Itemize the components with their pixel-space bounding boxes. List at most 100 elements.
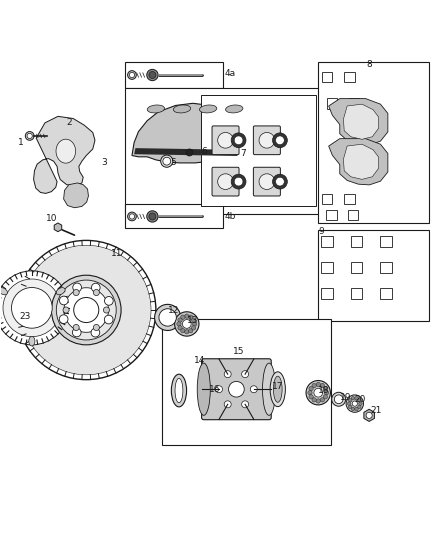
Bar <box>351 288 362 299</box>
Circle shape <box>352 401 357 406</box>
Circle shape <box>178 326 182 330</box>
FancyBboxPatch shape <box>253 126 280 155</box>
Circle shape <box>218 174 233 189</box>
Circle shape <box>149 213 156 220</box>
Circle shape <box>334 395 343 403</box>
Circle shape <box>104 315 113 324</box>
Circle shape <box>64 288 109 332</box>
Circle shape <box>177 322 181 326</box>
Polygon shape <box>364 409 374 422</box>
Ellipse shape <box>226 105 243 113</box>
Circle shape <box>21 245 151 375</box>
Bar <box>344 194 355 204</box>
PathPatch shape <box>34 116 95 193</box>
PathPatch shape <box>343 144 378 179</box>
Circle shape <box>259 133 275 148</box>
Text: 12: 12 <box>168 306 179 316</box>
Circle shape <box>308 391 312 395</box>
Circle shape <box>316 382 321 386</box>
Ellipse shape <box>270 372 286 407</box>
Circle shape <box>147 211 158 222</box>
Circle shape <box>129 72 134 78</box>
Bar <box>326 210 336 220</box>
Ellipse shape <box>273 376 282 402</box>
Ellipse shape <box>197 363 210 415</box>
FancyBboxPatch shape <box>212 167 239 196</box>
Circle shape <box>272 133 287 148</box>
Circle shape <box>0 271 69 345</box>
Text: 18: 18 <box>318 386 329 395</box>
Circle shape <box>185 329 189 334</box>
Text: 16: 16 <box>209 385 220 394</box>
Circle shape <box>159 309 177 326</box>
Circle shape <box>163 157 171 165</box>
Bar <box>201 95 316 206</box>
Text: 6: 6 <box>201 147 207 156</box>
PathPatch shape <box>64 183 88 208</box>
Text: 8: 8 <box>366 60 372 69</box>
Circle shape <box>242 401 249 408</box>
Circle shape <box>93 325 99 330</box>
Text: 1: 1 <box>18 138 24 147</box>
Circle shape <box>242 370 249 378</box>
Circle shape <box>59 315 68 324</box>
Circle shape <box>332 392 346 406</box>
Circle shape <box>73 289 79 296</box>
Circle shape <box>129 214 134 219</box>
Bar <box>125 88 319 214</box>
Text: 21: 21 <box>370 406 381 415</box>
Bar <box>351 262 362 273</box>
Text: 9: 9 <box>318 227 324 236</box>
Bar <box>381 236 392 247</box>
Circle shape <box>51 275 121 345</box>
Circle shape <box>359 402 362 405</box>
Bar <box>327 98 337 109</box>
Circle shape <box>175 312 199 336</box>
Ellipse shape <box>147 105 165 113</box>
Circle shape <box>92 283 100 292</box>
Bar <box>348 210 358 220</box>
Circle shape <box>320 383 325 387</box>
Circle shape <box>161 155 173 167</box>
Ellipse shape <box>175 378 183 403</box>
Bar <box>322 72 332 83</box>
Circle shape <box>93 289 99 296</box>
Circle shape <box>306 381 330 405</box>
Circle shape <box>103 307 110 313</box>
PathPatch shape <box>328 99 388 145</box>
Circle shape <box>149 71 156 78</box>
Ellipse shape <box>262 363 276 415</box>
Circle shape <box>357 399 361 402</box>
Circle shape <box>186 149 193 156</box>
Circle shape <box>314 389 322 397</box>
Bar <box>351 236 362 247</box>
Circle shape <box>224 401 231 408</box>
Circle shape <box>323 386 328 391</box>
Circle shape <box>276 177 284 186</box>
Circle shape <box>231 174 246 189</box>
Text: 5: 5 <box>170 158 176 166</box>
Circle shape <box>105 296 113 305</box>
Text: 4b: 4b <box>224 212 236 221</box>
Bar <box>349 98 359 109</box>
Circle shape <box>347 402 351 405</box>
Circle shape <box>351 397 355 400</box>
Text: 11: 11 <box>111 249 123 258</box>
Circle shape <box>218 133 233 148</box>
Circle shape <box>349 399 352 402</box>
Circle shape <box>185 314 189 318</box>
Circle shape <box>320 398 325 402</box>
Circle shape <box>3 279 61 337</box>
FancyBboxPatch shape <box>212 126 239 155</box>
Bar <box>162 319 331 445</box>
Circle shape <box>259 174 275 189</box>
Bar <box>125 62 223 88</box>
Text: 3: 3 <box>101 158 106 166</box>
Circle shape <box>127 71 136 79</box>
Circle shape <box>224 370 231 378</box>
Circle shape <box>188 328 193 333</box>
Circle shape <box>309 394 313 399</box>
Bar <box>321 262 332 273</box>
FancyBboxPatch shape <box>201 359 271 419</box>
Circle shape <box>272 174 287 189</box>
